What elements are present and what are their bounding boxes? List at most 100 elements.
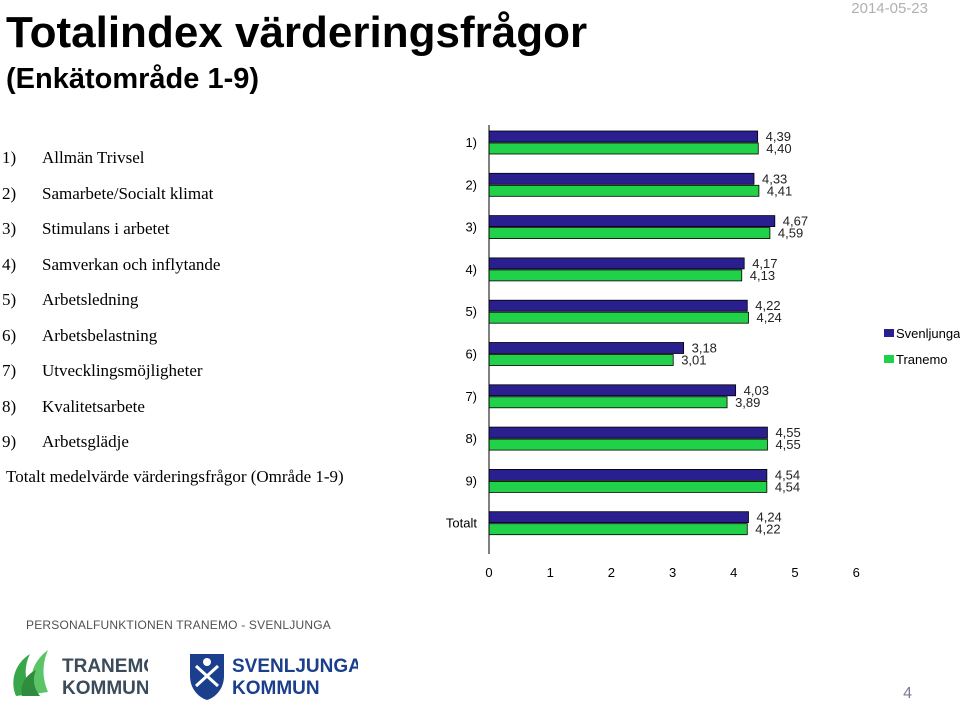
data-label: 4,24 [756,310,781,325]
bar-tranemo [488,311,749,324]
page-number: 4 [903,685,912,702]
x-tick-label: 4 [730,565,737,580]
bar-svenljunga [488,426,768,439]
data-label: 4,39 [766,129,791,144]
bar-svenljunga [488,299,748,312]
area-label: Allmän Trivsel [42,148,145,167]
bar-tranemo [488,142,759,155]
page-subtitle: (Enkätområde 1-9) [6,63,260,95]
category-label: 2) [465,177,477,192]
area-item: 8) Kvalitetsarbete [2,397,145,417]
area-label: Samverkan och inflytande [42,255,221,274]
x-tick-label: 2 [608,565,615,580]
data-label: 4,67 [783,214,808,229]
bar-svenljunga [488,172,755,185]
data-label: 4,17 [752,256,777,271]
category-label: 4) [465,262,477,277]
area-label: Arbetsledning [42,290,139,309]
data-label: 4,40 [766,141,791,156]
area-label: Arbetsglädje [42,432,129,451]
bar-tranemo [488,227,771,240]
data-label: 4,13 [750,268,775,283]
area-item: 2) Samarbete/Socialt klimat [2,184,213,204]
svenljunga-logo-line1: SVENLJUNGA [232,656,358,677]
bar-svenljunga [488,130,759,143]
x-tick-label: 1 [547,565,554,580]
area-number: 2) [2,184,17,203]
data-label: 4,54 [775,467,800,482]
data-label: 3,89 [735,395,760,410]
area-item: 4) Samverkan och inflytande [2,255,220,275]
bar-chart: 1) 4,394,40 2) 4,334,41 3) 4,674,59 4) 4,174,13… [446,125,960,580]
x-tick-label: 5 [791,565,798,580]
category-label: 5) [465,304,477,319]
bar-tranemo [488,396,728,409]
area-number: 5) [2,290,17,309]
category-label: 6) [465,347,477,362]
category-label: 8) [465,431,477,446]
category-label: 9) [465,473,477,488]
bar-tranemo [488,354,674,366]
date-label: 2014-05-23 [851,0,928,17]
data-label: 4,55 [775,425,800,440]
bar-svenljunga [488,215,776,228]
legend-swatch-tranemo [884,355,894,363]
tranemo-emblem-icon [13,650,48,696]
area-label: Utvecklingsmöjligheter [42,361,203,380]
area-label: Arbetsbelastning [42,326,158,345]
data-label: 4,41 [767,183,792,198]
area-item: 5) Arbetsledning [2,290,138,310]
area-item: Totalt medelvärde värderingsfrågor (Områ… [6,467,344,487]
svenljunga-logo-line2: KOMMUN [232,678,320,699]
data-label: 4,59 [778,226,803,241]
tranemo-logo: TRANEMO KOMMUN [13,650,148,699]
data-label: 3,18 [692,341,717,356]
data-label: 4,22 [755,522,780,537]
svenljunga-shield-icon [190,654,224,700]
area-label: Kvalitetsarbete [42,397,145,416]
category-label: Totalt [446,516,477,531]
page-title: Totalindex värderingsfrågor [6,8,588,57]
svenljunga-logo: SVENLJUNGA KOMMUN [190,654,358,700]
data-label: 4,54 [775,479,800,494]
bar-tranemo [488,184,760,197]
area-number: 3) [2,219,17,238]
area-item: 3) Stimulans i arbetet [2,219,169,239]
area-label: Stimulans i arbetet [42,219,170,238]
legend-label: Tranemo [896,352,948,367]
area-number: 1) [2,148,17,167]
area-number: 7) [2,361,17,380]
category-label: 1) [465,135,477,150]
area-label: Samarbete/Socialt klimat [42,184,214,203]
bar-tranemo [488,523,748,536]
area-label: Totalt medelvärde värderingsfrågor (Områ… [6,467,344,486]
org-footer: PERSONALFUNKTIONEN TRANEMO - SVENLJUNGA [26,618,331,632]
bar-svenljunga [488,342,685,354]
area-number: 8) [2,397,17,416]
bar-svenljunga [488,257,745,270]
bar-tranemo [488,438,768,451]
area-item: 7) Utvecklingsmöjligheter [2,361,203,381]
data-label: 4,24 [756,510,781,525]
area-number: 4) [2,255,17,274]
bar-tranemo [488,269,743,282]
x-tick-label: 3 [669,565,676,580]
bar-svenljunga [488,468,768,481]
data-label: 4,03 [744,383,769,398]
data-label: 3,01 [681,353,706,368]
area-item: 6) Arbetsbelastning [2,326,157,346]
tranemo-logo-line2: KOMMUN [62,678,148,699]
bar-tranemo [488,480,768,493]
area-number: 6) [2,326,17,345]
x-tick-label: 6 [853,565,860,580]
bar-svenljunga [488,384,737,397]
tranemo-logo-line1: TRANEMO [62,656,148,677]
data-label: 4,33 [762,171,787,186]
category-label: 3) [465,220,477,235]
data-label: 4,22 [755,298,780,313]
data-label: 4,55 [775,437,800,452]
area-item: 9) Arbetsglädje [2,432,129,452]
area-number: 9) [2,432,17,451]
x-tick-label: 0 [485,565,492,580]
bar-svenljunga [488,511,749,524]
